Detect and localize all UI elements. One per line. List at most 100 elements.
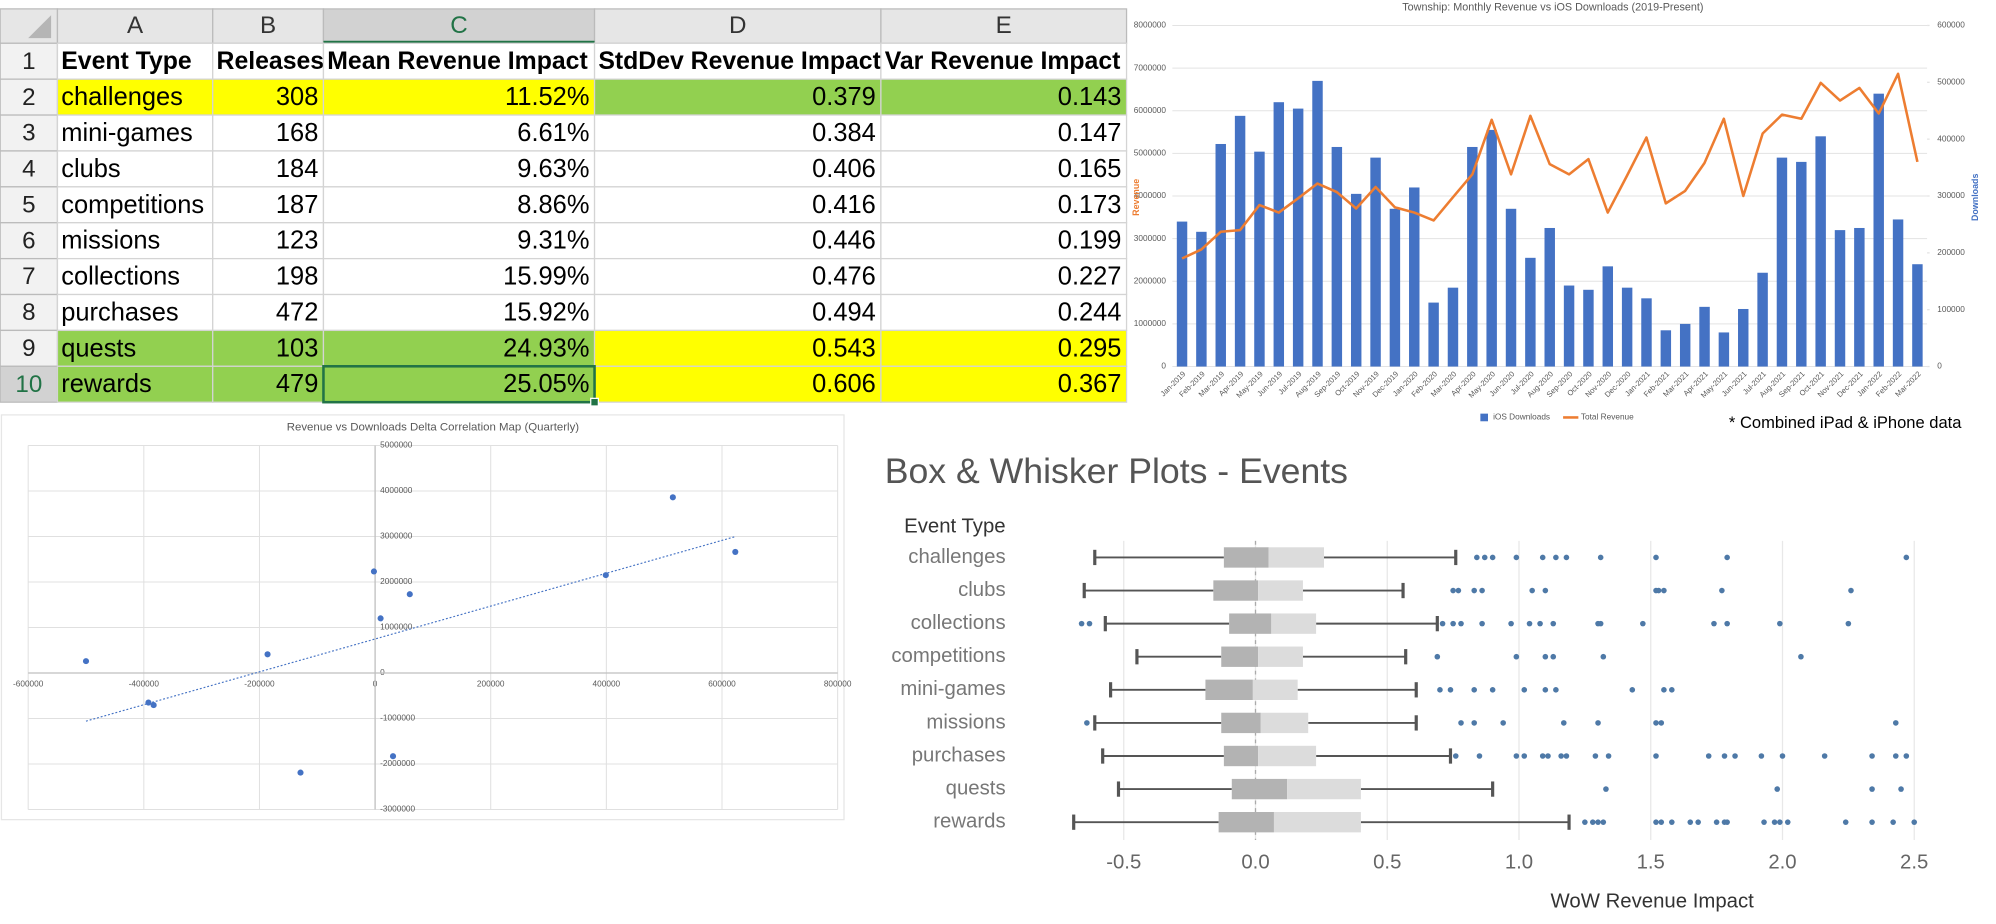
cell[interactable] (593, 186, 882, 224)
y2-tick-label: 600000 (1937, 21, 1965, 30)
bar (1738, 308, 1749, 367)
cell[interactable] (212, 150, 325, 188)
cell[interactable] (212, 114, 325, 152)
category-label: missions (926, 711, 1005, 733)
column-letter: C (450, 12, 467, 39)
cell[interactable] (322, 78, 596, 116)
row-number: 5 (22, 191, 35, 218)
cell[interactable] (880, 329, 1128, 367)
cell[interactable] (56, 150, 214, 188)
cell[interactable] (593, 150, 882, 188)
cell[interactable] (880, 186, 1128, 224)
cell[interactable] (593, 78, 882, 116)
cell[interactable] (56, 42, 214, 80)
cell[interactable] (880, 257, 1128, 296)
column-letter: B (260, 12, 276, 39)
cell-text: 479 (276, 370, 318, 398)
cell-text: clubs (61, 155, 120, 183)
cell[interactable] (880, 150, 1128, 188)
cell-text: mini-games (61, 119, 192, 147)
box-lower (1213, 580, 1259, 601)
category-label: purchases (912, 744, 1006, 766)
cell[interactable] (322, 222, 596, 260)
cell[interactable] (56, 78, 214, 116)
header-cell-text: Releases (217, 48, 325, 75)
row-header[interactable] (0, 329, 59, 367)
outlier (1890, 819, 1896, 825)
cell[interactable] (322, 42, 596, 80)
bar (1176, 221, 1188, 367)
cell[interactable] (322, 257, 596, 296)
column-header[interactable] (593, 8, 882, 44)
outlier (1600, 653, 1607, 660)
cell-text: 308 (276, 83, 318, 111)
outlier (1458, 720, 1464, 726)
row-header[interactable] (0, 186, 59, 224)
outlier (1724, 554, 1730, 561)
outlier (1724, 620, 1730, 627)
box-lower (1221, 712, 1261, 734)
cell-text: 0.295 (1058, 334, 1122, 362)
box-lower (1223, 547, 1269, 568)
outlier (1450, 587, 1456, 594)
bar (1292, 108, 1304, 367)
cell[interactable] (212, 293, 325, 332)
cell[interactable] (880, 293, 1128, 332)
cell[interactable] (593, 293, 882, 332)
cell-text: 0.367 (1058, 370, 1122, 398)
outlier (1474, 554, 1480, 561)
point (669, 494, 676, 501)
cell[interactable] (880, 222, 1128, 260)
outlier (1434, 653, 1441, 660)
cell[interactable] (56, 329, 214, 367)
outlier (1563, 753, 1570, 759)
row-header[interactable] (0, 257, 59, 296)
outlier (1869, 786, 1875, 792)
outlier (1658, 819, 1665, 825)
row-number: 4 (22, 156, 35, 183)
column-header[interactable] (322, 8, 596, 44)
cell[interactable] (56, 293, 214, 332)
cell-text: 0.494 (812, 298, 876, 326)
outlier (1705, 753, 1712, 759)
bar (1447, 287, 1459, 367)
cell[interactable] (322, 114, 596, 152)
row-header[interactable] (0, 365, 59, 403)
row-header[interactable] (0, 114, 59, 152)
cell-text: 15.92% (503, 298, 589, 326)
column-header[interactable] (56, 8, 214, 44)
bar (1699, 306, 1710, 367)
point (82, 658, 90, 665)
cell-text: 0.416 (812, 191, 876, 219)
selected-cell (322, 365, 596, 404)
outlier (1658, 720, 1665, 726)
y-tick-label: 4000000 (1134, 191, 1167, 200)
outlier (1597, 620, 1604, 627)
bar (1892, 219, 1904, 367)
cell[interactable] (56, 257, 214, 296)
outlier (1898, 786, 1904, 792)
cell[interactable] (880, 78, 1128, 116)
cell[interactable] (880, 365, 1128, 403)
outlier (1513, 753, 1520, 759)
column-header[interactable] (880, 8, 1128, 44)
bar (1873, 93, 1884, 367)
category-label: challenges (908, 546, 1005, 568)
outlier (1842, 819, 1849, 825)
cell[interactable] (593, 114, 882, 152)
y-tick-label: 4000000 (380, 486, 413, 495)
bar (1912, 264, 1923, 367)
cell[interactable] (56, 114, 214, 152)
box-lower (1221, 646, 1259, 667)
cell[interactable] (212, 222, 325, 260)
column-letter: E (996, 12, 1012, 39)
y-tick-label: -1000000 (380, 714, 415, 723)
cell[interactable] (880, 42, 1128, 80)
trendline (85, 536, 736, 722)
category-label: clubs (958, 579, 1006, 601)
y-axis-title: Revenue (1131, 179, 1141, 216)
row-number: 2 (22, 84, 35, 111)
fill-handle[interactable] (590, 397, 599, 407)
x-tick-label: 2.0 (1768, 851, 1796, 873)
cell[interactable] (322, 150, 596, 188)
